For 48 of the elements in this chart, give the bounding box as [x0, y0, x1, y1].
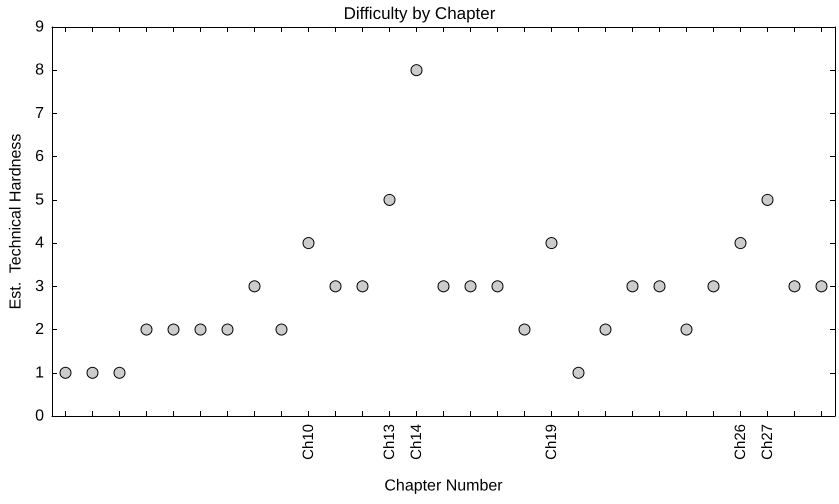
point [788, 280, 800, 292]
point [438, 280, 450, 292]
y-tick-label: 0 [35, 408, 44, 424]
point [248, 280, 260, 292]
point [168, 324, 180, 336]
point [86, 366, 98, 379]
x-tick-label: Ch10 [300, 424, 317, 460]
point [708, 280, 720, 292]
point [518, 324, 530, 336]
point [140, 324, 152, 336]
point [194, 324, 206, 336]
point [464, 280, 476, 292]
y-tick-label: 4 [35, 234, 44, 252]
y-tick-label: 1 [35, 364, 44, 382]
point [114, 366, 126, 379]
point [492, 280, 504, 292]
y-tick-label: 3 [35, 278, 44, 295]
x-tick-label: Ch13 [381, 424, 398, 460]
y-tick-label: 9 [35, 18, 44, 36]
point [762, 194, 774, 206]
x-tick-label: Ch14 [408, 424, 425, 460]
point [222, 324, 234, 336]
point [356, 280, 368, 292]
point [816, 280, 828, 292]
x-axis-title: Chapter Number [384, 478, 504, 494]
point [60, 366, 72, 379]
y-tick-label: 7 [35, 104, 44, 122]
x-tick-label: Ch19 [543, 424, 560, 460]
y-axis-title: Est. Technical Hardness [8, 134, 24, 310]
point [626, 280, 638, 292]
point [330, 280, 342, 292]
point [302, 237, 314, 250]
y-tick-label: 8 [35, 62, 44, 79]
chart-title: Difficulty by Chapter [344, 4, 496, 23]
y-tick-label: 5 [35, 191, 44, 208]
x-tick-label: Ch26 [732, 424, 749, 460]
point [410, 64, 422, 76]
point [600, 324, 612, 336]
point [680, 324, 692, 336]
point [384, 194, 396, 206]
y-tick-label: 2 [35, 321, 44, 338]
y-tick-label: 6 [35, 148, 44, 166]
point [654, 280, 666, 292]
point [734, 237, 746, 250]
point [276, 324, 288, 336]
point [572, 366, 584, 379]
point [546, 237, 558, 250]
x-tick-label: Ch27 [759, 424, 776, 460]
